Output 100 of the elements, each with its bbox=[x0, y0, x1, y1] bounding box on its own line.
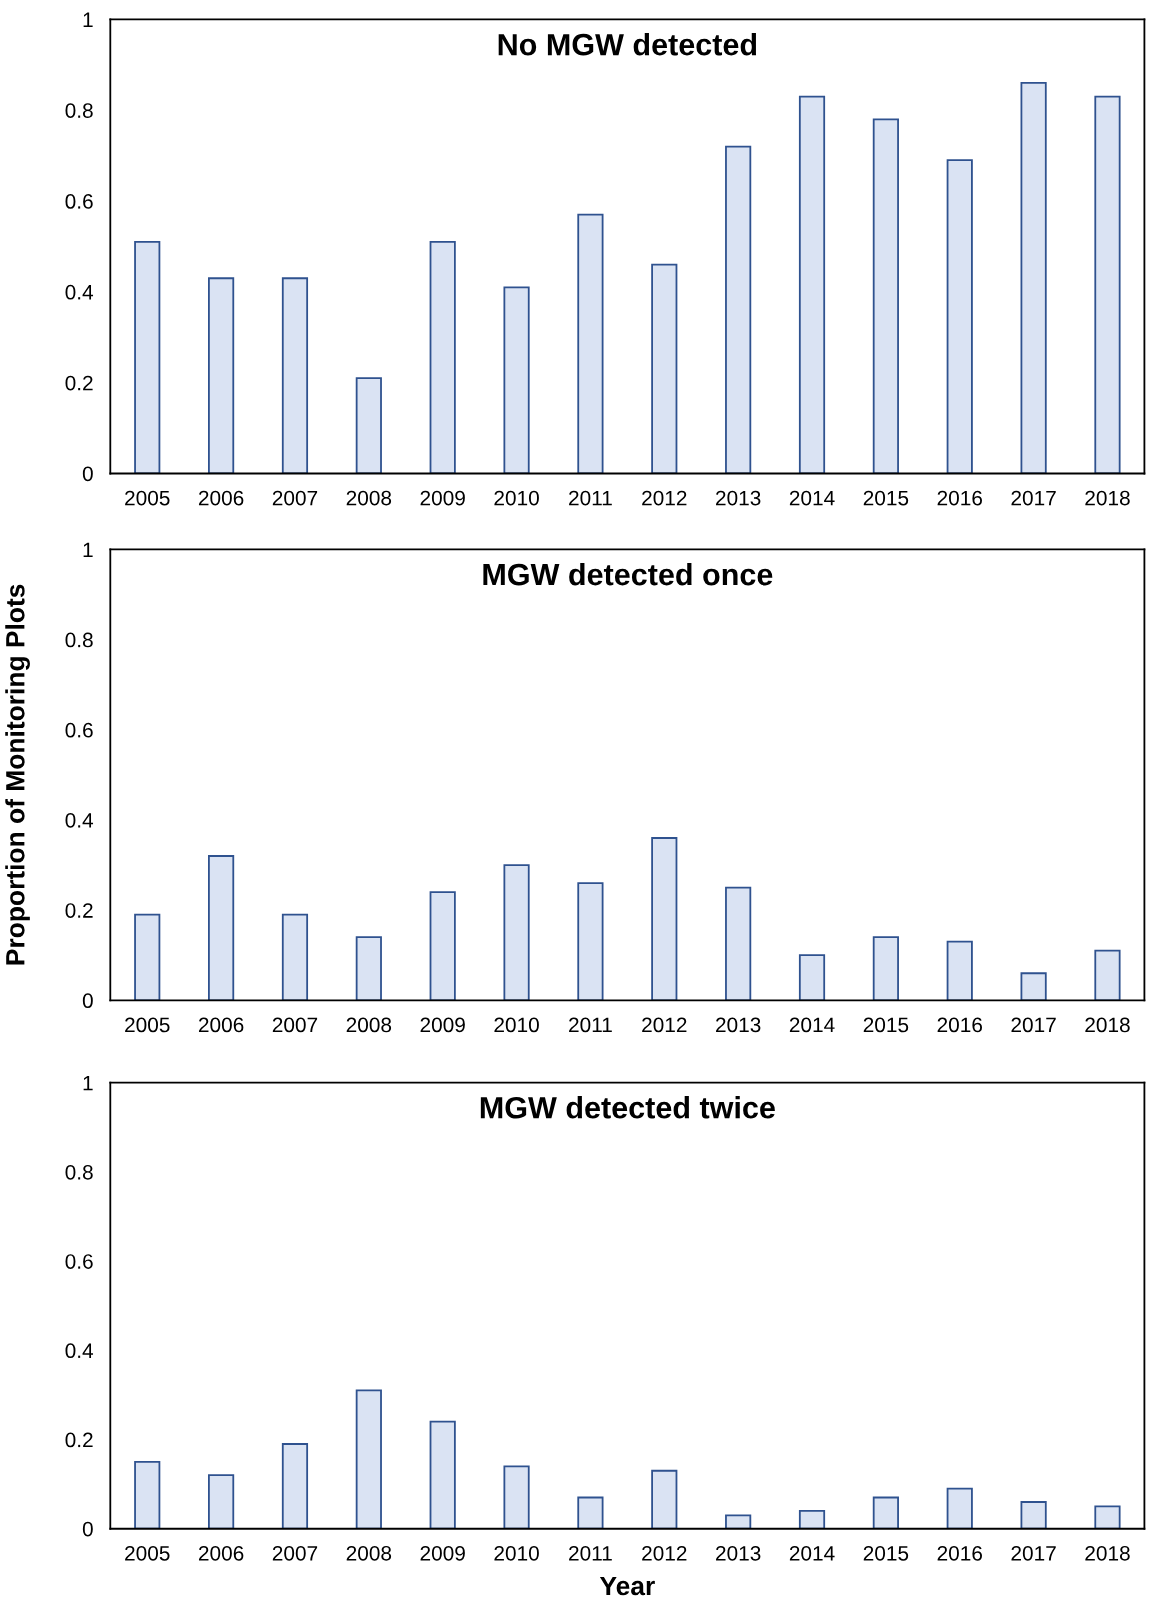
x-tick-label: 2016 bbox=[937, 1545, 982, 1561]
bar bbox=[355, 936, 382, 1001]
x-tick-label: 2016 bbox=[937, 1017, 982, 1033]
x-tick-label: 2018 bbox=[1085, 490, 1130, 506]
x-tick-label: 2012 bbox=[642, 1545, 687, 1561]
bar bbox=[651, 837, 678, 1001]
bar bbox=[281, 277, 309, 474]
y-tick-label: 1 bbox=[83, 542, 93, 557]
bar bbox=[281, 913, 309, 1001]
x-tick-label: 2007 bbox=[272, 490, 318, 506]
y-tick-label: 0.6 bbox=[65, 1254, 93, 1269]
y-tick-label: 0.2 bbox=[65, 903, 93, 918]
bar bbox=[725, 886, 752, 1001]
x-tick-label: 2014 bbox=[789, 490, 835, 506]
x-tick-label: 2012 bbox=[642, 1017, 687, 1033]
bar bbox=[134, 1460, 161, 1529]
x-tick-label: 2013 bbox=[716, 490, 761, 506]
x-tick-label: 2008 bbox=[346, 1545, 392, 1561]
y-tick-label: 0.6 bbox=[65, 194, 93, 209]
x-tick-label: 2015 bbox=[863, 490, 909, 506]
x-tick-label: 2006 bbox=[198, 490, 244, 506]
y-tick-label: 1 bbox=[83, 1075, 93, 1091]
chart-title: No MGW detected bbox=[498, 33, 757, 56]
bar bbox=[946, 940, 973, 1001]
y-tick-label: 0 bbox=[82, 466, 93, 482]
x-tick-label: 2005 bbox=[125, 490, 170, 506]
bar bbox=[1094, 1505, 1121, 1529]
bar bbox=[1020, 1501, 1047, 1529]
x-tick-label: 2014 bbox=[789, 1545, 835, 1561]
y-tick-label: 0.4 bbox=[65, 812, 94, 828]
x-tick-label: 2005 bbox=[125, 1017, 170, 1033]
x-axis-title: Year bbox=[599, 1576, 655, 1596]
x-tick-label: 2006 bbox=[198, 1545, 244, 1561]
x-tick-label: 2011 bbox=[569, 1545, 612, 1561]
y-tick-label: 0.8 bbox=[65, 103, 93, 118]
x-tick-label: 2011 bbox=[569, 490, 612, 506]
y-tick-label: 0.8 bbox=[65, 632, 93, 648]
bar bbox=[503, 864, 530, 1001]
bar bbox=[503, 286, 530, 474]
bar bbox=[798, 1509, 826, 1529]
bar bbox=[872, 118, 899, 474]
bar bbox=[208, 855, 235, 1001]
x-tick-label: 2012 bbox=[642, 490, 687, 506]
bar bbox=[725, 1514, 752, 1529]
x-tick-label: 2017 bbox=[1011, 1545, 1056, 1561]
bar bbox=[651, 263, 678, 474]
bar bbox=[208, 277, 235, 474]
y-axis-title: Proportion of Monitoring Plots bbox=[5, 584, 30, 965]
bar bbox=[503, 1465, 530, 1529]
bar bbox=[1094, 95, 1121, 474]
bar bbox=[1094, 949, 1121, 1001]
y-tick-label: 0.8 bbox=[65, 1164, 93, 1180]
bar bbox=[429, 240, 456, 474]
x-tick-label: 2016 bbox=[937, 490, 982, 506]
x-tick-label: 2018 bbox=[1085, 1545, 1130, 1561]
bar bbox=[725, 145, 752, 474]
x-tick-label: 2010 bbox=[494, 1545, 539, 1561]
x-tick-label: 2017 bbox=[1011, 1017, 1056, 1033]
bar bbox=[1020, 972, 1047, 1001]
x-tick-label: 2010 bbox=[494, 490, 539, 506]
x-tick-label: 2018 bbox=[1085, 1017, 1130, 1033]
bar bbox=[429, 891, 456, 1001]
x-tick-label: 2006 bbox=[198, 1017, 244, 1033]
x-tick-label: 2013 bbox=[716, 1017, 761, 1033]
bar bbox=[281, 1443, 309, 1529]
x-tick-label: 2011 bbox=[569, 1017, 612, 1033]
x-tick-label: 2007 bbox=[272, 1017, 318, 1033]
bar bbox=[134, 240, 161, 474]
x-tick-label: 2007 bbox=[272, 1545, 318, 1561]
bar bbox=[355, 377, 382, 474]
y-tick-label: 0.2 bbox=[65, 1432, 93, 1448]
bar bbox=[355, 1389, 382, 1529]
bar bbox=[134, 913, 161, 1001]
bar bbox=[1020, 82, 1047, 474]
bar bbox=[872, 1496, 899, 1529]
bar bbox=[651, 1469, 678, 1529]
bar bbox=[208, 1474, 235, 1529]
x-tick-label: 2010 bbox=[494, 1017, 539, 1033]
bar bbox=[577, 1496, 604, 1529]
chart-title: MGW detected twice bbox=[480, 1096, 775, 1119]
bar bbox=[798, 95, 826, 474]
bar bbox=[946, 1487, 973, 1529]
bar bbox=[429, 1420, 456, 1529]
bar bbox=[872, 936, 899, 1001]
x-tick-label: 2008 bbox=[346, 490, 392, 506]
x-tick-label: 2015 bbox=[863, 1545, 909, 1561]
x-tick-label: 2005 bbox=[125, 1545, 170, 1561]
x-tick-label: 2013 bbox=[716, 1545, 761, 1561]
bar bbox=[577, 882, 604, 1001]
y-tick-label: 0.4 bbox=[65, 284, 94, 300]
bar bbox=[946, 159, 973, 474]
y-tick-label: 0.4 bbox=[65, 1343, 94, 1359]
x-tick-label: 2009 bbox=[420, 1545, 465, 1561]
x-tick-label: 2017 bbox=[1011, 490, 1056, 506]
x-tick-label: 2015 bbox=[863, 1017, 909, 1033]
y-tick-label: 0 bbox=[82, 993, 93, 1009]
chart-title: MGW detected once bbox=[483, 562, 773, 586]
y-tick-label: 0.2 bbox=[65, 375, 93, 391]
y-tick-label: 0.6 bbox=[65, 722, 93, 738]
x-tick-label: 2014 bbox=[789, 1017, 835, 1033]
